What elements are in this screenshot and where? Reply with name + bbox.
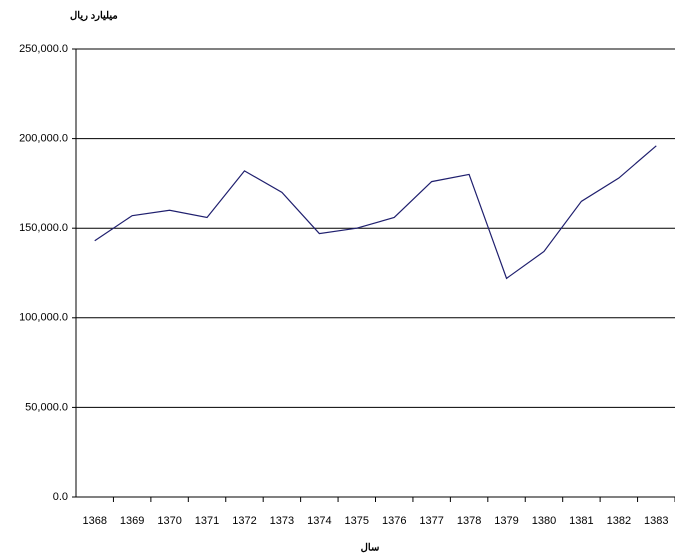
x-tick-label: 1381 xyxy=(569,515,593,527)
x-tick-label: 1369 xyxy=(120,515,144,527)
y-tick-label: 250,000.0 xyxy=(19,43,68,55)
x-tick-label: 1380 xyxy=(532,515,556,527)
x-tick-label: 1370 xyxy=(157,515,181,527)
x-tick-label: 1371 xyxy=(195,515,219,527)
x-tick-label: 1379 xyxy=(494,515,518,527)
data-line xyxy=(95,146,657,279)
x-tick-label: 1378 xyxy=(457,515,481,527)
x-tick-label: 1377 xyxy=(419,515,443,527)
chart: میلیارد ریال سال 0.0 50,000.0 100,000.0 150… xyxy=(0,0,675,558)
x-axis-label: سال xyxy=(361,543,380,554)
chart-title: میلیارد ریال xyxy=(70,11,118,22)
x-tick-label: 1376 xyxy=(382,515,406,527)
y-tick-label: 50,000.0 xyxy=(25,401,68,413)
y-tick-label: 100,000.0 xyxy=(19,312,68,324)
x-tick-label: 1372 xyxy=(232,515,256,527)
x-tick-label: 1373 xyxy=(270,515,294,527)
x-tick-label: 1374 xyxy=(307,515,331,527)
y-tick-label: 150,000.0 xyxy=(19,222,68,234)
x-tick-label: 1382 xyxy=(607,515,631,527)
x-tick-label: 1383 xyxy=(644,515,668,527)
x-tick-label: 1375 xyxy=(345,515,369,527)
y-tick-label: 200,000.0 xyxy=(19,133,68,145)
x-tick-label: 1368 xyxy=(82,515,106,527)
y-tick-label: 0.0 xyxy=(53,491,68,503)
